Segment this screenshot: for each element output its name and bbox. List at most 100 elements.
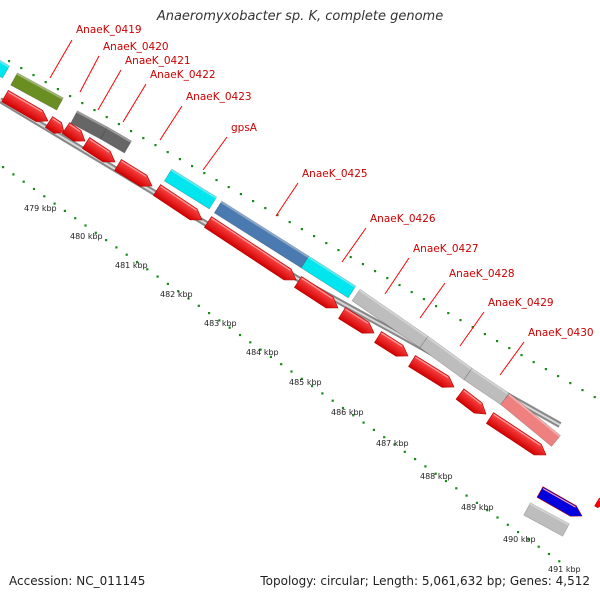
inner-tick — [290, 370, 293, 373]
inner-tick — [331, 399, 334, 402]
outer-tick — [569, 382, 572, 385]
outer-tick — [410, 291, 413, 294]
feature-box-6-shine — [307, 256, 356, 288]
outer-tick — [532, 361, 535, 364]
feature-box-2-shape — [70, 110, 108, 140]
outer-tick — [117, 123, 120, 126]
cds-arrow-5-shine — [160, 185, 197, 211]
inner-tick — [22, 180, 25, 183]
feature-box-11-shine — [529, 502, 570, 526]
inner-tick — [383, 436, 386, 439]
feature-box-7-shine — [358, 289, 428, 338]
leader-line — [499, 341, 525, 376]
ruler-label: 489 kbp — [461, 503, 494, 512]
cds-arrow-10 — [408, 355, 455, 388]
cds-arrow-0-shine — [8, 91, 43, 113]
gene-label: AnaeK_0429 — [488, 297, 554, 309]
leader-line — [97, 69, 122, 111]
gene-label: AnaeK_0423 — [186, 91, 252, 103]
cds-track — [1, 89, 600, 509]
outer-tick — [276, 214, 279, 217]
gene-label: AnaeK_0427 — [413, 243, 479, 255]
feature-box-7 — [351, 288, 429, 349]
inner-tick — [84, 224, 87, 227]
feature-box-2-shine — [76, 110, 108, 129]
leader-line — [341, 227, 367, 263]
outer-tick — [142, 137, 145, 140]
cds-arrow-edge-shape — [594, 497, 600, 509]
map-title: Anaeromyxobacter sp. K, complete genome — [156, 9, 444, 24]
inner-tick — [547, 552, 551, 556]
leader-line — [122, 83, 147, 123]
outer-tick — [81, 102, 84, 105]
outer-tick-ring — [8, 60, 596, 399]
feature-box-8-shine — [426, 336, 473, 370]
cds-arrow-4 — [114, 159, 153, 187]
cds-arrow-2 — [61, 122, 86, 142]
inner-tick — [218, 319, 221, 322]
feature-box-2 — [70, 110, 108, 140]
accession-text: Accession: NC_011145 — [9, 574, 146, 588]
inner-tick — [187, 297, 190, 300]
leader-line — [275, 182, 299, 217]
ruler-label: 488 kbp — [420, 472, 453, 481]
gene-label: AnaeK_0421 — [125, 55, 191, 67]
outer-tick — [215, 179, 218, 182]
ruler-labels: 479 kbp 480 kbp 481 kbp 482 kbp 483 kbp 484 k… — [24, 204, 581, 574]
inner-tick — [465, 494, 468, 497]
outer-tick — [459, 319, 462, 322]
outer-tick — [154, 144, 157, 147]
inner-tick — [424, 465, 427, 468]
gene-label: gpsA — [231, 122, 258, 134]
gene-label: AnaeK_0430 — [528, 327, 594, 339]
outer-tick — [130, 130, 133, 133]
cds-arrow-8 — [338, 307, 375, 334]
feature-arrow-blue-shine — [542, 488, 576, 508]
ruler-label: 487 kbp — [376, 439, 409, 448]
outer-tick — [8, 60, 11, 63]
feature-box-4 — [163, 168, 218, 210]
outer-tick — [313, 235, 316, 238]
ruler-label: 484 kbp — [246, 348, 279, 357]
inner-tick — [115, 246, 118, 249]
inner-tick — [403, 450, 406, 453]
gene-label: AnaeK_0428 — [449, 268, 515, 280]
outer-tick — [203, 172, 206, 175]
inner-tick — [105, 239, 108, 242]
outer-tick — [435, 305, 438, 308]
gene-labels: AnaeK_0419 AnaeK_0420 AnaeK_0421 AnaeK_0422… — [49, 24, 594, 376]
ruler-label: 485 kbp — [289, 378, 322, 387]
cds-arrow-10-shape — [408, 355, 455, 388]
outer-tick — [191, 165, 194, 168]
leader-line — [159, 105, 183, 141]
outer-tick — [544, 368, 547, 371]
feature-box-6-shape — [300, 255, 357, 299]
outer-tick — [557, 375, 560, 378]
inner-tick — [32, 187, 36, 191]
inner-tick — [280, 363, 283, 366]
inner-tick — [527, 538, 530, 541]
inner-tick — [208, 312, 211, 315]
cds-arrow-9-shine — [381, 332, 403, 347]
cds-arrow-6-shape — [204, 216, 297, 281]
feature-box-5-shine — [220, 201, 309, 258]
outer-tick — [581, 389, 584, 392]
inner-tick — [259, 348, 262, 351]
cds-arrow-9-shape — [374, 331, 409, 357]
outer-tick — [227, 186, 230, 189]
outer-tick — [105, 116, 108, 119]
leader-line — [49, 39, 73, 79]
leader-line — [384, 257, 410, 295]
inner-tick — [177, 290, 180, 293]
inner-tick — [558, 560, 561, 563]
feature-box-4-shape — [163, 168, 218, 210]
feature-box-0 — [0, 58, 10, 79]
feature-box-3 — [100, 126, 132, 154]
cds-arrow-0-shape — [1, 89, 49, 122]
inner-tick — [486, 509, 489, 512]
feature-box-1-shape — [10, 72, 64, 111]
inner-tick — [300, 377, 303, 380]
cds-arrow-4-shine — [121, 160, 147, 178]
ruler-label: 479 kbp — [24, 204, 57, 213]
